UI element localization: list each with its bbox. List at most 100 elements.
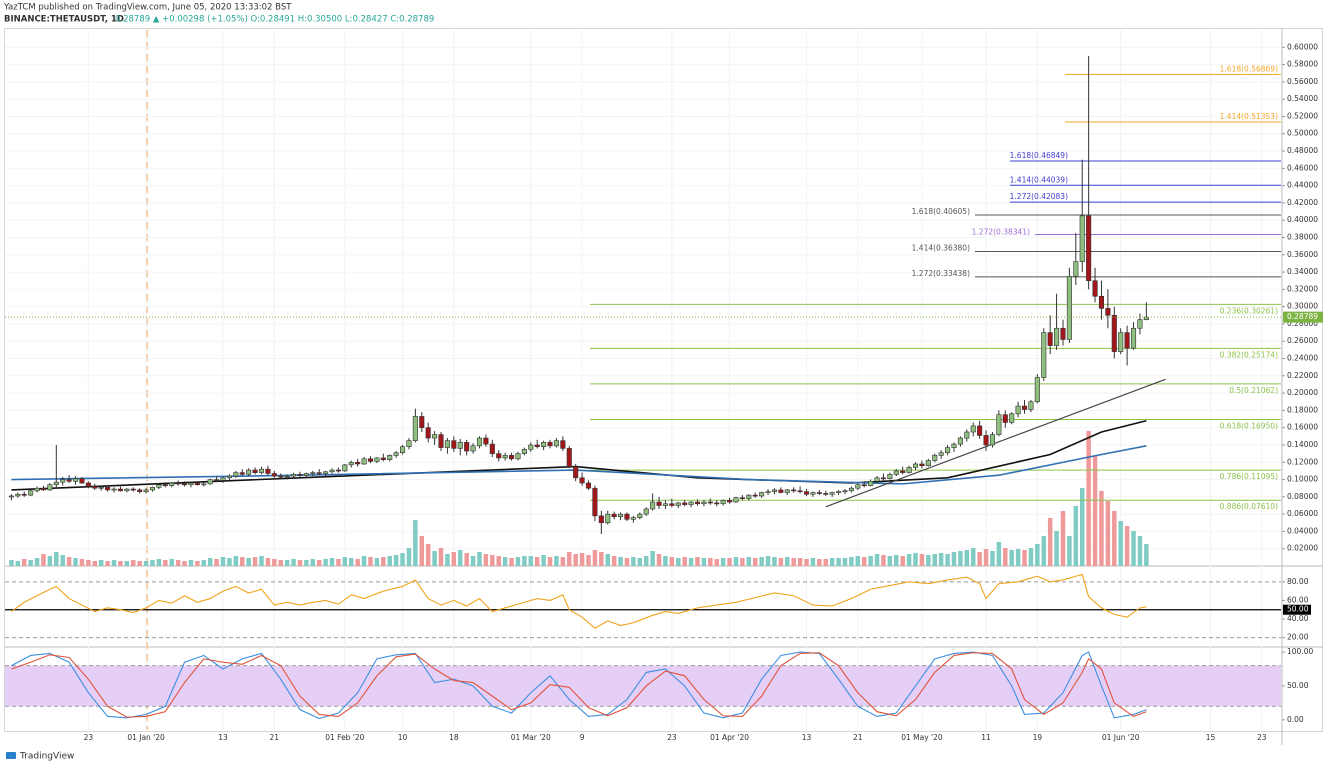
volume-bar bbox=[15, 561, 21, 566]
candle-body bbox=[707, 501, 713, 504]
fib-label: 0.786(0.11095) bbox=[1220, 472, 1278, 481]
candle-body bbox=[175, 482, 181, 485]
candle-body bbox=[861, 484, 867, 487]
candle-body bbox=[252, 469, 258, 473]
volume-bar bbox=[996, 542, 1002, 566]
x-tick-label: 01 May '20 bbox=[901, 733, 943, 742]
x-tick-label: 11 bbox=[981, 733, 991, 742]
candle-body bbox=[893, 470, 899, 475]
candle-body bbox=[400, 446, 406, 454]
volume-bar bbox=[663, 556, 668, 566]
candle-body bbox=[483, 437, 489, 445]
candle-body bbox=[1124, 332, 1130, 349]
candle-body bbox=[752, 494, 758, 497]
candle-body bbox=[387, 455, 393, 460]
candle-body bbox=[28, 490, 34, 496]
y-tick-label: 0.00 bbox=[1287, 715, 1304, 724]
candle-body bbox=[541, 442, 547, 447]
candle-body bbox=[630, 517, 636, 520]
volume-bar bbox=[413, 520, 418, 566]
volume-bar bbox=[252, 557, 258, 566]
volume-bar bbox=[73, 558, 78, 566]
volume-bar bbox=[201, 560, 207, 566]
candle-body bbox=[688, 501, 694, 505]
volume-bar bbox=[573, 554, 578, 566]
candle-body bbox=[367, 458, 374, 462]
volume-bar bbox=[425, 544, 431, 566]
volume-bar bbox=[964, 550, 970, 566]
fib-label: 0.5(0.21062) bbox=[1229, 386, 1278, 395]
volume-bar bbox=[349, 558, 354, 566]
volume-bar bbox=[746, 557, 752, 566]
candle-body bbox=[265, 468, 271, 474]
candle-body bbox=[771, 489, 777, 492]
candle-body bbox=[201, 483, 207, 486]
x-tick-label: 01 Jan '20 bbox=[127, 733, 165, 742]
volume-bar bbox=[785, 557, 790, 566]
candle-body bbox=[66, 479, 72, 482]
volume-bar bbox=[534, 557, 540, 566]
candle-body bbox=[957, 437, 963, 445]
volume-bar bbox=[195, 561, 200, 566]
volume-bar bbox=[932, 554, 937, 566]
candle-body bbox=[1073, 261, 1079, 277]
y-tick-label: 0.46000 bbox=[1287, 163, 1318, 172]
volume-bar bbox=[823, 559, 828, 566]
volume-bar bbox=[656, 554, 662, 566]
volume-bar bbox=[752, 558, 758, 566]
volume-bar bbox=[528, 556, 534, 566]
volume-bar bbox=[765, 556, 771, 566]
candle-body bbox=[34, 487, 40, 492]
x-tick-label: 23 bbox=[84, 733, 94, 742]
candle-body bbox=[887, 474, 893, 479]
volume-bar bbox=[695, 557, 700, 566]
candle-body bbox=[1098, 295, 1105, 309]
candle-body bbox=[15, 493, 21, 497]
candle-body bbox=[476, 437, 483, 447]
candle-body bbox=[1047, 332, 1053, 346]
x-tick-label: 21 bbox=[853, 733, 863, 742]
volume-bar bbox=[631, 557, 636, 566]
y-tick-label: 0.56000 bbox=[1287, 77, 1318, 86]
candle-body bbox=[137, 489, 143, 492]
x-tick-label: 13 bbox=[218, 733, 228, 742]
y-tick-label: 0.02000 bbox=[1287, 544, 1318, 553]
volume-bar bbox=[1003, 548, 1008, 566]
candle-body bbox=[842, 490, 848, 493]
fib-label: 0.236(0.30261) bbox=[1220, 306, 1278, 315]
fib-label: 1.414(0.51353) bbox=[1220, 112, 1278, 121]
volume-bar bbox=[599, 552, 604, 566]
volume-bar bbox=[650, 551, 655, 566]
volume-bar bbox=[611, 556, 617, 566]
volume-bar bbox=[727, 558, 732, 566]
volume-bar bbox=[381, 557, 386, 566]
x-tick-label: 01 Mar '20 bbox=[511, 733, 551, 742]
candle-body bbox=[489, 443, 495, 454]
volume-bar bbox=[708, 558, 713, 566]
volume-bar bbox=[220, 557, 226, 566]
volume-bar bbox=[817, 559, 822, 566]
volume-bar bbox=[637, 558, 643, 566]
candle-body bbox=[181, 483, 188, 486]
candle-body bbox=[714, 502, 720, 505]
volume-bar bbox=[977, 552, 982, 566]
volume-bar bbox=[464, 553, 469, 566]
volume-bar bbox=[714, 559, 719, 566]
candle-body bbox=[784, 489, 790, 493]
candle-body bbox=[194, 482, 200, 486]
volume-bar bbox=[1124, 526, 1130, 566]
x-tick-label: 01 Feb '20 bbox=[325, 733, 364, 742]
candle-body bbox=[797, 490, 803, 493]
volume-bar bbox=[951, 552, 957, 566]
volume-bar bbox=[1022, 550, 1027, 566]
candle-body bbox=[983, 435, 989, 446]
candle-body bbox=[329, 469, 335, 473]
candle-body bbox=[92, 486, 98, 489]
candle-body bbox=[335, 469, 341, 472]
candle-body bbox=[906, 467, 912, 473]
volume-bar bbox=[887, 556, 893, 566]
volume-bar bbox=[361, 556, 367, 566]
y-tick-label: 0.20000 bbox=[1287, 388, 1318, 397]
volume-bar bbox=[643, 556, 649, 566]
